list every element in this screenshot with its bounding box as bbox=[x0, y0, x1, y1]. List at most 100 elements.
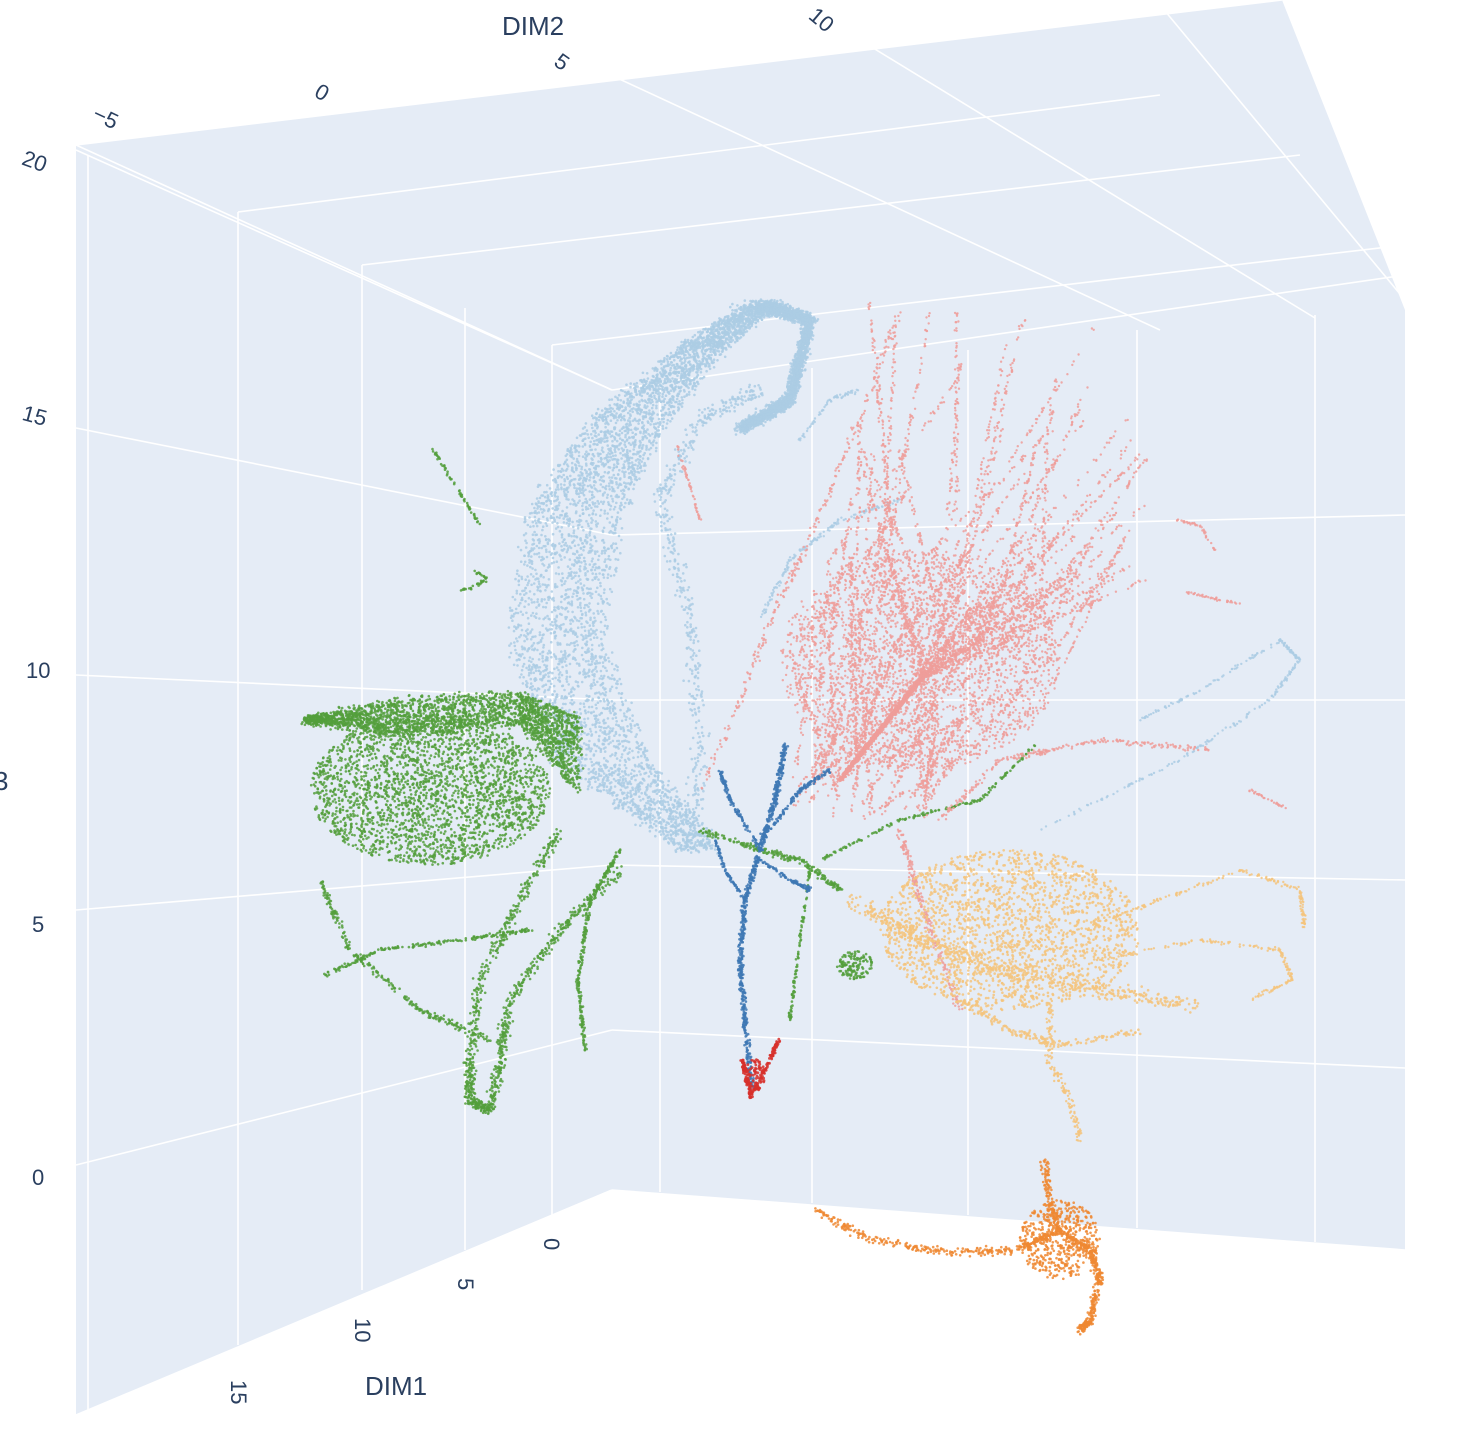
data-point bbox=[811, 334, 815, 337]
data-point bbox=[599, 483, 603, 486]
data-point bbox=[783, 318, 787, 321]
data-point bbox=[526, 583, 529, 587]
data-point bbox=[525, 637, 529, 641]
data-point bbox=[629, 428, 633, 432]
data-point bbox=[524, 600, 527, 603]
data-point bbox=[528, 667, 531, 671]
data-point bbox=[670, 836, 673, 840]
data-point bbox=[601, 418, 604, 421]
data-point bbox=[629, 443, 633, 447]
grid-line bbox=[859, 39, 1316, 319]
data-point bbox=[644, 821, 648, 825]
data-point bbox=[566, 565, 570, 568]
data-point bbox=[549, 699, 552, 702]
data-point bbox=[550, 610, 554, 614]
data-point bbox=[670, 355, 673, 359]
data-point bbox=[679, 344, 683, 348]
data-point bbox=[601, 446, 604, 450]
data-point bbox=[607, 769, 611, 772]
data-point bbox=[711, 324, 715, 328]
data-point bbox=[644, 406, 648, 410]
data-point bbox=[592, 710, 595, 714]
data-point bbox=[531, 533, 535, 536]
data-point bbox=[667, 841, 670, 844]
data-point bbox=[575, 489, 578, 493]
data-point bbox=[796, 320, 799, 324]
data-point bbox=[558, 516, 561, 520]
data-point bbox=[645, 372, 649, 375]
data-point bbox=[521, 682, 525, 685]
data-point bbox=[529, 677, 533, 681]
data-point bbox=[621, 439, 625, 442]
data-point bbox=[579, 601, 582, 605]
data-point bbox=[658, 360, 662, 363]
data-point bbox=[552, 684, 556, 688]
data-point bbox=[538, 582, 541, 586]
data-point bbox=[580, 467, 583, 471]
data-point bbox=[595, 418, 598, 421]
data-point bbox=[541, 511, 544, 514]
data-point bbox=[545, 664, 549, 668]
data-point bbox=[587, 524, 590, 528]
data-point bbox=[530, 688, 534, 691]
data-point bbox=[581, 756, 584, 759]
data-point bbox=[650, 406, 654, 410]
data-point bbox=[581, 427, 585, 430]
data-point bbox=[548, 618, 551, 621]
data-point bbox=[572, 641, 575, 645]
data-point bbox=[578, 707, 582, 711]
data-point bbox=[628, 449, 632, 453]
data-point bbox=[654, 383, 657, 386]
data-point bbox=[606, 414, 610, 418]
data-point bbox=[564, 541, 567, 545]
data-point bbox=[571, 520, 574, 524]
data-point bbox=[558, 463, 562, 467]
data-point bbox=[533, 592, 536, 596]
data-point bbox=[517, 580, 520, 583]
data-point bbox=[569, 546, 573, 550]
data-point bbox=[733, 323, 737, 326]
data-point bbox=[570, 698, 574, 702]
data-point bbox=[612, 463, 616, 467]
data-point bbox=[710, 322, 714, 326]
data-point bbox=[678, 359, 682, 362]
data-point bbox=[658, 387, 662, 391]
data-point bbox=[635, 393, 639, 396]
data-point bbox=[644, 382, 648, 386]
data-point bbox=[655, 406, 658, 410]
data-point bbox=[515, 592, 519, 595]
data-point bbox=[651, 807, 654, 811]
data-point bbox=[581, 484, 584, 488]
data-point bbox=[716, 336, 720, 340]
data-point bbox=[520, 577, 524, 581]
data-point bbox=[559, 600, 563, 604]
data-point bbox=[634, 823, 637, 827]
data-point bbox=[530, 614, 533, 617]
data-point bbox=[533, 678, 536, 681]
data-point bbox=[684, 353, 687, 357]
data-point bbox=[597, 789, 600, 793]
data-point bbox=[614, 769, 617, 773]
data-point bbox=[577, 474, 580, 477]
data-point bbox=[560, 526, 563, 529]
data-point bbox=[651, 800, 655, 804]
scatter-points bbox=[300, 298, 1307, 1336]
data-point bbox=[618, 437, 622, 440]
data-point bbox=[691, 335, 695, 339]
data-point bbox=[624, 777, 627, 781]
data-point bbox=[626, 411, 630, 415]
data-point bbox=[663, 388, 666, 392]
data-point bbox=[653, 803, 657, 806]
data-point bbox=[734, 433, 738, 436]
data-point bbox=[536, 598, 540, 601]
data-point bbox=[519, 601, 522, 605]
data-point bbox=[602, 465, 606, 468]
data-point bbox=[548, 539, 551, 542]
data-point bbox=[670, 839, 673, 843]
data-point bbox=[585, 455, 588, 458]
data-point bbox=[676, 841, 679, 845]
data-point bbox=[684, 348, 688, 352]
data-point bbox=[584, 432, 587, 435]
data-point bbox=[704, 348, 708, 352]
